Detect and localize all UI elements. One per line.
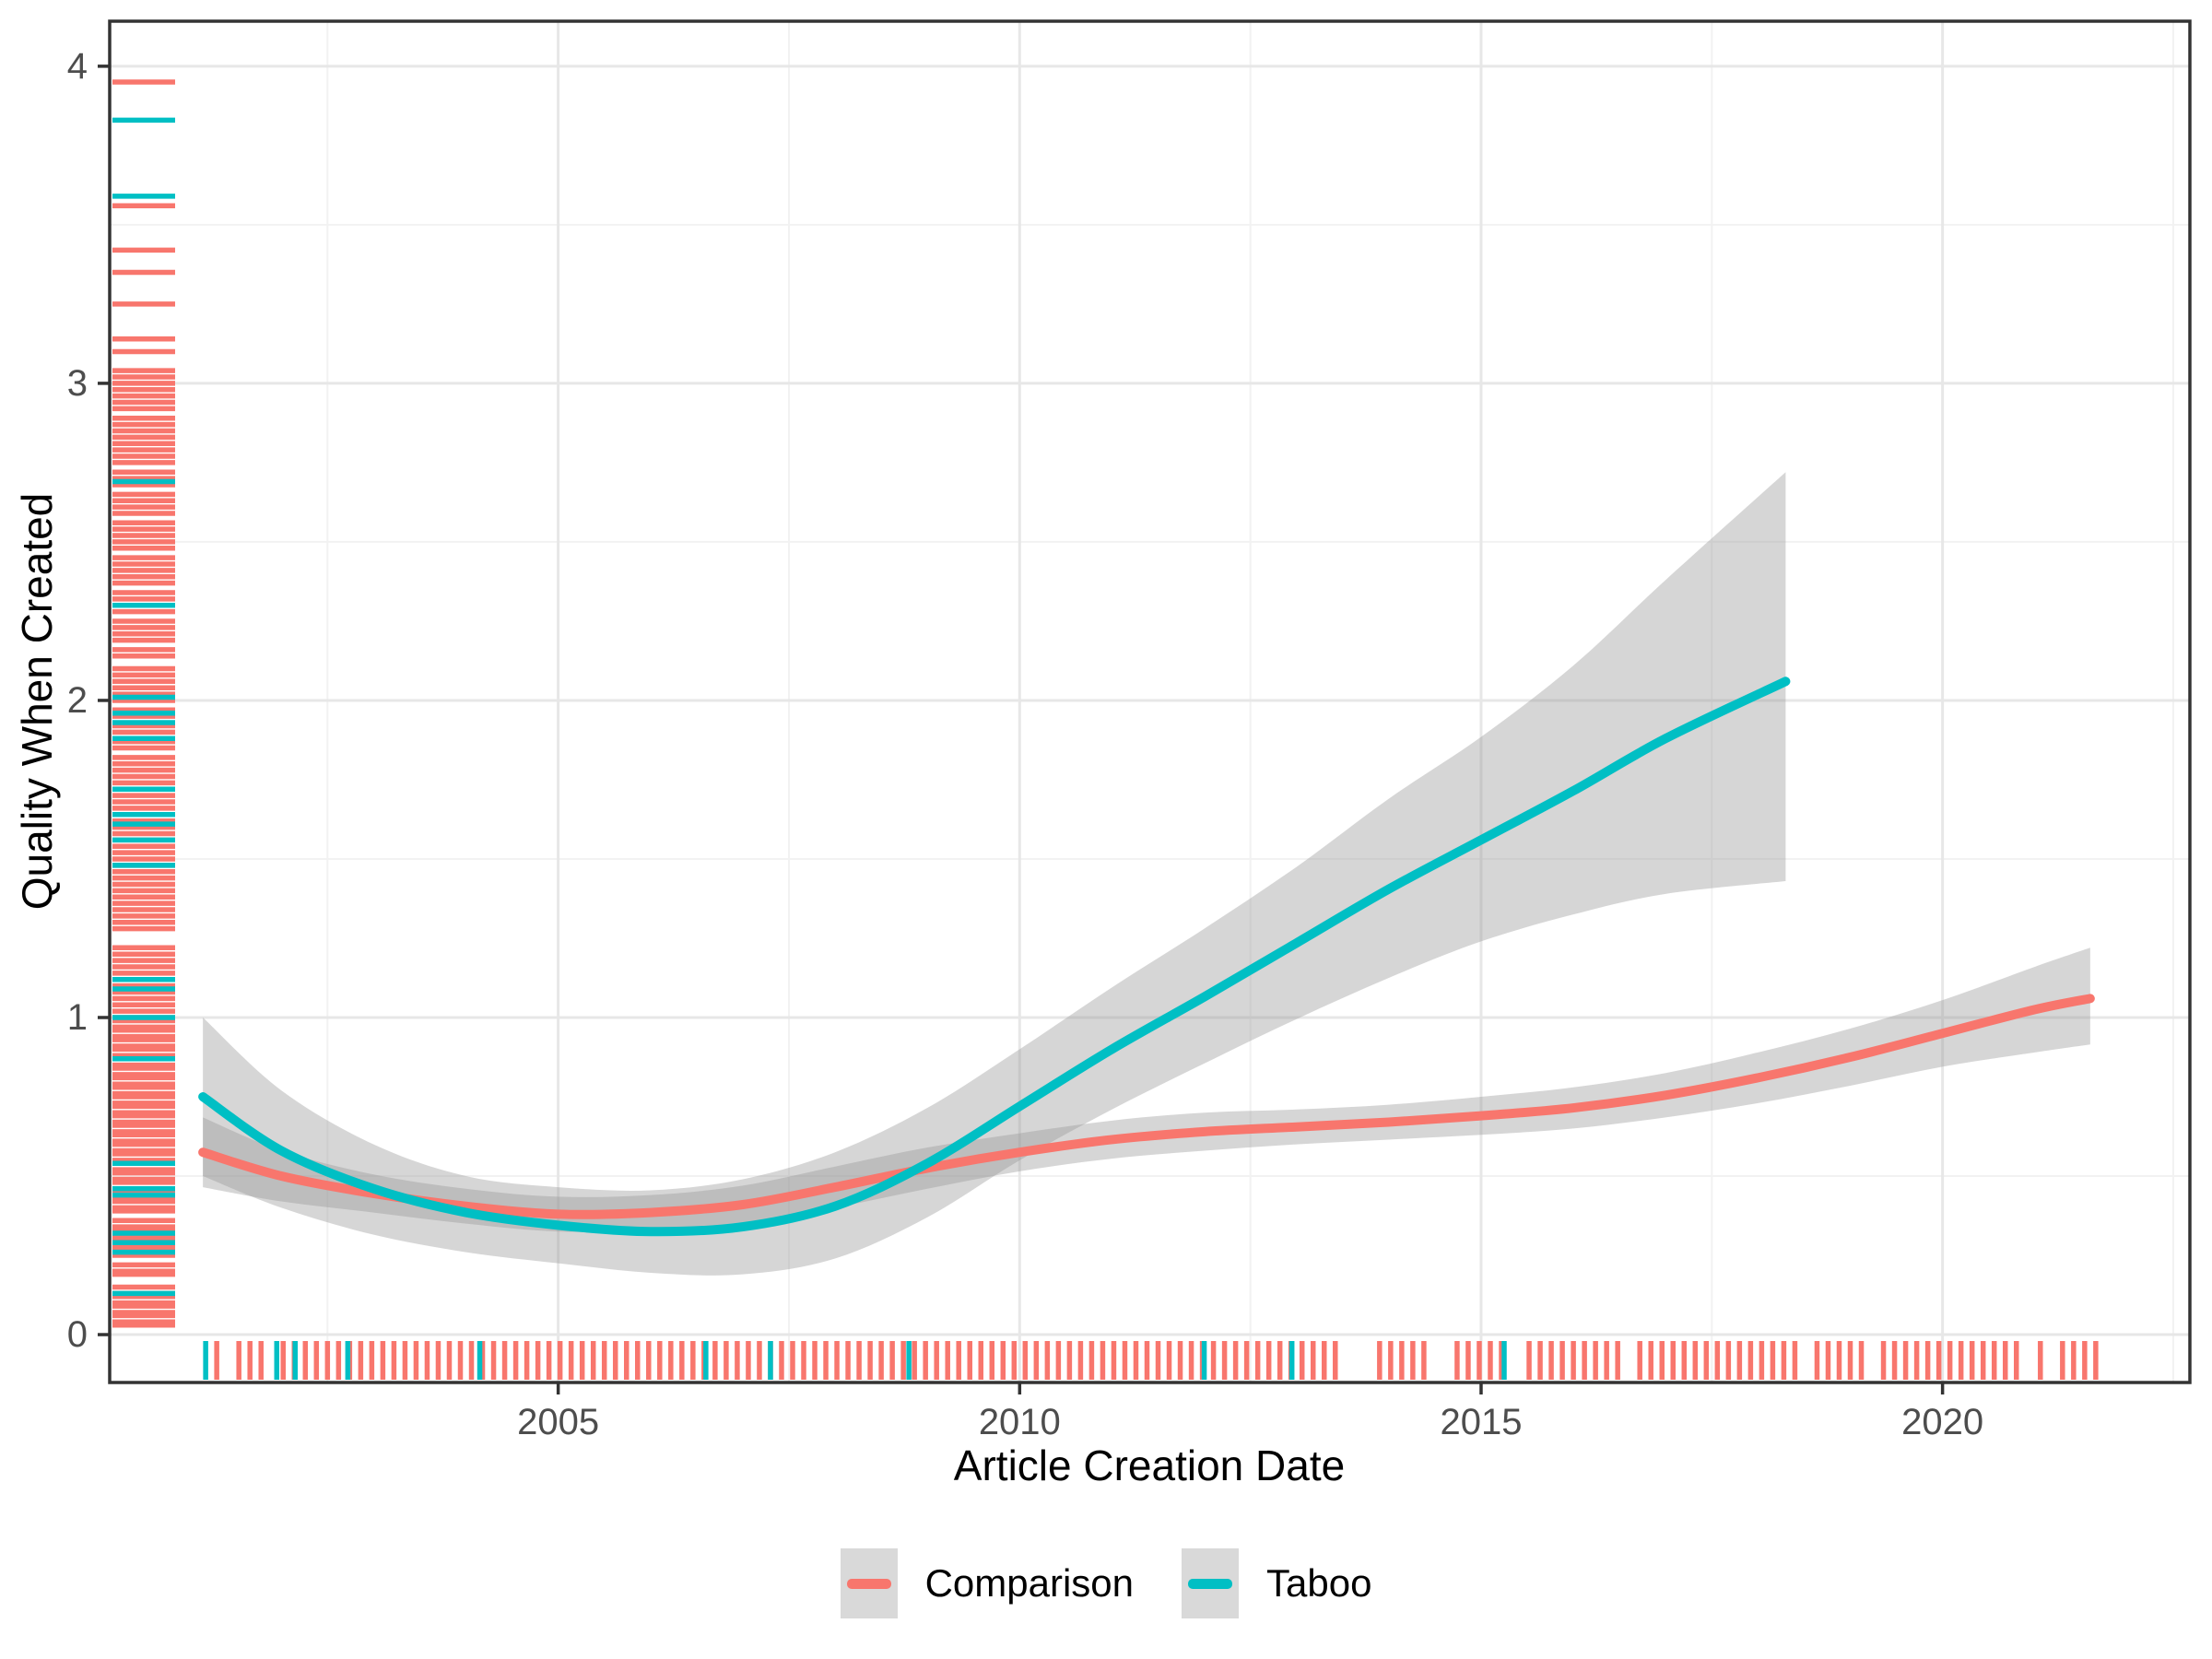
comparison-line-swatch	[846, 1578, 891, 1589]
panel-border	[108, 19, 2192, 1384]
y-tick-label: 3	[67, 363, 88, 404]
y-axis-title: Quality When Created	[13, 492, 61, 911]
taboo-trend-line	[198, 677, 1791, 1237]
x-axis-title: Article Creation Date	[953, 1441, 1346, 1489]
taboo-line-swatch	[1188, 1578, 1232, 1589]
comparison-trend-line	[198, 994, 2095, 1219]
legend-key-taboo	[1182, 1548, 1239, 1618]
y-tick-label: 4	[67, 46, 88, 87]
x-tick-label: 2010	[979, 1402, 1061, 1442]
y-tick-label: 2	[67, 680, 88, 721]
legend-item-taboo: Taboo	[1182, 1548, 1371, 1618]
y-tick-label: 0	[67, 1314, 88, 1355]
legend: Comparison Taboo	[0, 1548, 2212, 1618]
legend-item-comparison: Comparison	[840, 1548, 1134, 1618]
x-tick-label: 2005	[517, 1402, 599, 1442]
y-tick-label: 1	[67, 997, 88, 1038]
x-tick-label: 2015	[1440, 1402, 1522, 1442]
legend-label-comparison: Comparison	[924, 1561, 1134, 1605]
legend-key-comparison	[840, 1548, 898, 1618]
x-tick-label: 2020	[1901, 1402, 1983, 1442]
legend-label-taboo: Taboo	[1266, 1561, 1372, 1605]
